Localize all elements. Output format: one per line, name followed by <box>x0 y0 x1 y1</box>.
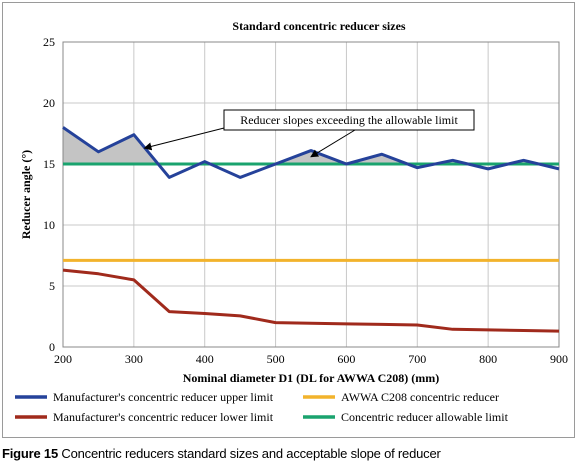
exceedance-area <box>346 154 408 164</box>
x-tick-label: 500 <box>267 352 285 366</box>
x-tick-label: 300 <box>125 352 143 366</box>
y-tick-label: 5 <box>49 279 55 293</box>
exceedance-area <box>275 150 347 164</box>
x-tick-label: 200 <box>54 352 72 366</box>
x-tick-label: 900 <box>550 352 568 366</box>
x-tick-label: 600 <box>337 352 355 366</box>
annotation-arrow <box>310 129 356 158</box>
x-tick-label: 700 <box>408 352 426 366</box>
series-line-1 <box>62 268 560 333</box>
x-axis-label: Nominal diameter D1 (DL for AWWA C208) (… <box>183 371 440 385</box>
x-tick-label: 400 <box>196 352 214 366</box>
chart-title: Standard concentric reducer sizes <box>232 19 406 33</box>
y-tick-label: 15 <box>43 157 55 171</box>
plot-area-border <box>62 41 560 348</box>
legend-label: Manufacturer's concentric reducer lower … <box>53 410 274 424</box>
legend-label: Concentric reducer allowable limit <box>341 410 509 424</box>
figure-caption-text: Concentric reducers standard sizes and a… <box>61 446 441 461</box>
annotation-box <box>223 109 475 131</box>
y-tick-label: 25 <box>43 35 55 49</box>
y-tick-label: 10 <box>43 218 55 232</box>
annotation-arrow <box>143 126 229 151</box>
chart-svg: 0 5 10 15 20 25 200 300 400 500 600 700 800 900 Standa… <box>15 19 568 424</box>
x-tick-label: 800 <box>479 352 497 366</box>
legend-label: Manufacturer's concentric reducer upper … <box>53 390 274 404</box>
figure-caption: Figure 15 Concentric reducers standard s… <box>2 446 577 464</box>
y-tick-label: 0 <box>49 340 55 354</box>
y-axis-label: Reducer angle (°) <box>19 150 33 239</box>
chart-frame: 0 5 10 15 20 25 200 300 400 500 600 700 800 900 Standa… <box>2 2 575 438</box>
annotation-text: Reducer slopes exceeding the allowable l… <box>240 113 458 127</box>
y-tick-label: 20 <box>43 96 55 110</box>
legend-label: AWWA C208 concentric reducer <box>341 390 499 404</box>
figure-label: Figure 15 <box>2 446 58 461</box>
